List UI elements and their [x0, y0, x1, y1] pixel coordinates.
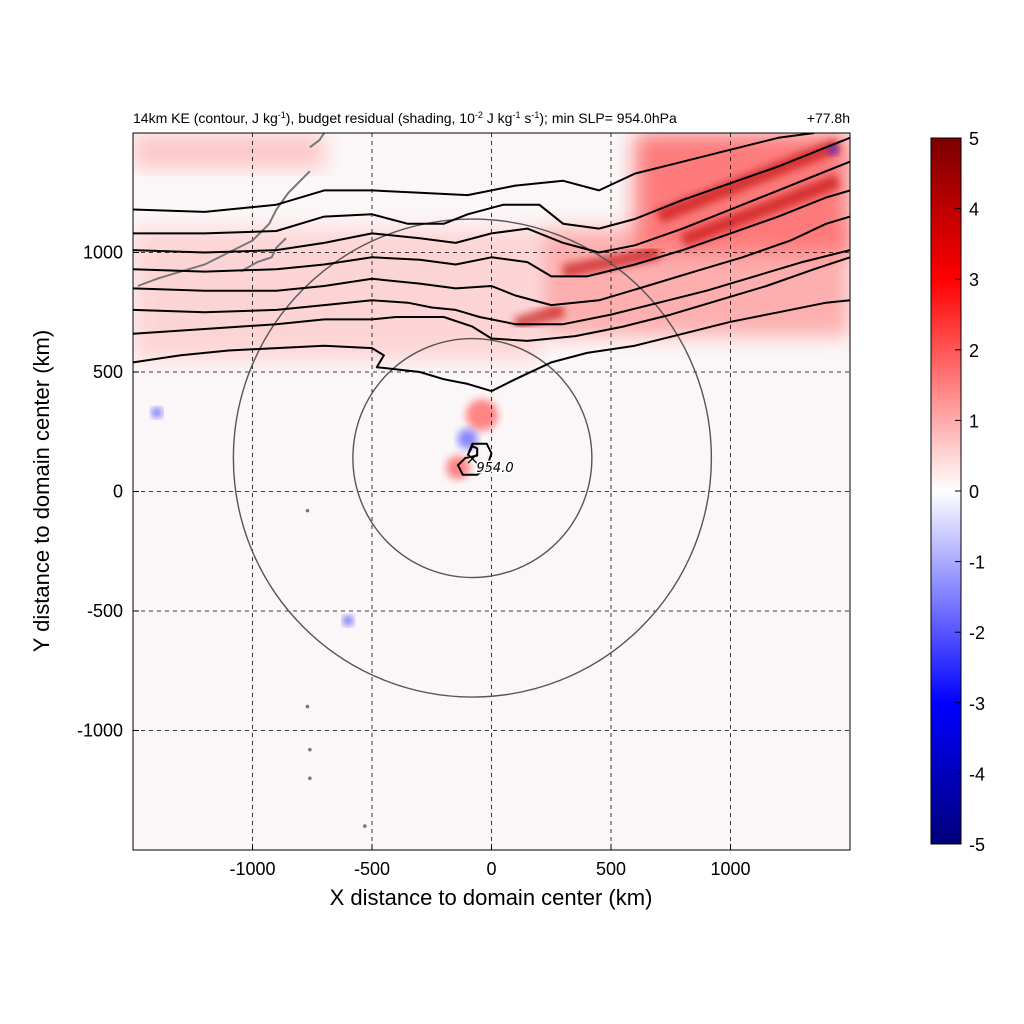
island-dot: [363, 824, 367, 828]
ke-contour-line: [133, 133, 815, 213]
x-tick-label: 500: [596, 859, 626, 879]
shading-region: [133, 228, 540, 361]
shading-spot: [151, 407, 162, 418]
y-tick-label: -1000: [77, 721, 123, 741]
y-axis-label: Y distance to domain center (km): [29, 330, 54, 652]
x-axis-label: X distance to domain center (km): [330, 885, 653, 910]
x-tick-label: -500: [354, 859, 390, 879]
y-tick-label: 0: [113, 482, 123, 502]
range-circle-500km: [352, 337, 593, 579]
chart-title-left: 14km KE (contour, J kg-1), budget residu…: [133, 110, 677, 126]
shading-streak: [656, 138, 841, 224]
ke-contour-line: [133, 256, 850, 342]
colorbar-tick-label: -5: [969, 835, 985, 855]
range-circle-1000km: [232, 218, 713, 698]
colorbar-tick-label: -3: [969, 694, 985, 714]
shading-streak: [513, 303, 566, 331]
shading-streak: [680, 174, 841, 248]
shading-core-neg: [457, 428, 478, 449]
island-dot: [305, 508, 310, 513]
ke-contour-line: [133, 189, 850, 278]
ke-contour-line: [133, 136, 850, 235]
y-tick-label: 1000: [83, 243, 123, 263]
colorbar-tick-label: 3: [969, 270, 979, 290]
min-slp-label: 954.0: [476, 461, 513, 476]
colorbar-tick-label: 4: [969, 200, 979, 220]
ke-contour-line: [133, 249, 850, 326]
ke-contour-line: [133, 299, 850, 393]
x-tick-label: 0: [486, 859, 496, 879]
x-axis: -1000 -500 0 500 1000: [229, 844, 751, 879]
ke-contour-core: [456, 442, 493, 476]
x-tick-label: -1000: [229, 859, 275, 879]
y-tick-label: -500: [87, 601, 123, 621]
coastline-segment: [137, 170, 311, 287]
shading-region: [133, 133, 325, 169]
colorbar-tick-label: -2: [969, 623, 985, 643]
coastline: [137, 133, 367, 828]
colorbar-ticks: 5 4 3 2 1 0 -1 -2 -3 -4 -5: [955, 129, 985, 855]
range-circles: [232, 218, 713, 698]
ke-contour-line: [133, 160, 850, 254]
colorbar-tick-label: 2: [969, 341, 979, 361]
storm-center-marker: ×954.0: [465, 449, 515, 478]
colorbar-tick-label: 0: [969, 482, 979, 502]
ke-contour-line: [133, 215, 850, 307]
colorbar-tick-label: -4: [969, 764, 985, 784]
island-dot: [308, 776, 312, 781]
y-axis: -1000 -500 0 500 1000: [77, 243, 139, 741]
storm-center-x: ×: [465, 449, 479, 469]
colorbar-tick-label: 5: [969, 129, 979, 149]
colorbar-tick-label: 1: [969, 411, 979, 431]
island-dot: [305, 704, 310, 709]
coastline-segment: [309, 133, 326, 149]
chart-title-right: +77.8h: [807, 110, 850, 126]
shading-spot: [828, 144, 839, 155]
plot-area: [133, 133, 850, 850]
y-tick-label: 500: [93, 362, 123, 382]
coastline-segment: [240, 237, 287, 273]
x-tick-label: 1000: [710, 859, 750, 879]
colorbar-tick-label: -1: [969, 553, 985, 573]
island-dot: [308, 747, 312, 752]
shading-core-north: [465, 399, 498, 432]
shading-spot: [343, 615, 354, 626]
shading-core-south: [446, 455, 471, 480]
ke-contours: [133, 133, 850, 476]
